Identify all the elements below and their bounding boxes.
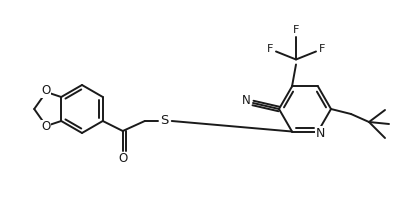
Text: F: F (318, 44, 324, 54)
Text: O: O (118, 153, 127, 166)
Text: O: O (41, 120, 51, 133)
Text: F: F (292, 25, 299, 36)
Text: N: N (315, 127, 324, 140)
Text: O: O (41, 84, 51, 97)
Text: F: F (266, 44, 273, 54)
Text: S: S (160, 115, 169, 128)
Text: N: N (241, 94, 250, 107)
